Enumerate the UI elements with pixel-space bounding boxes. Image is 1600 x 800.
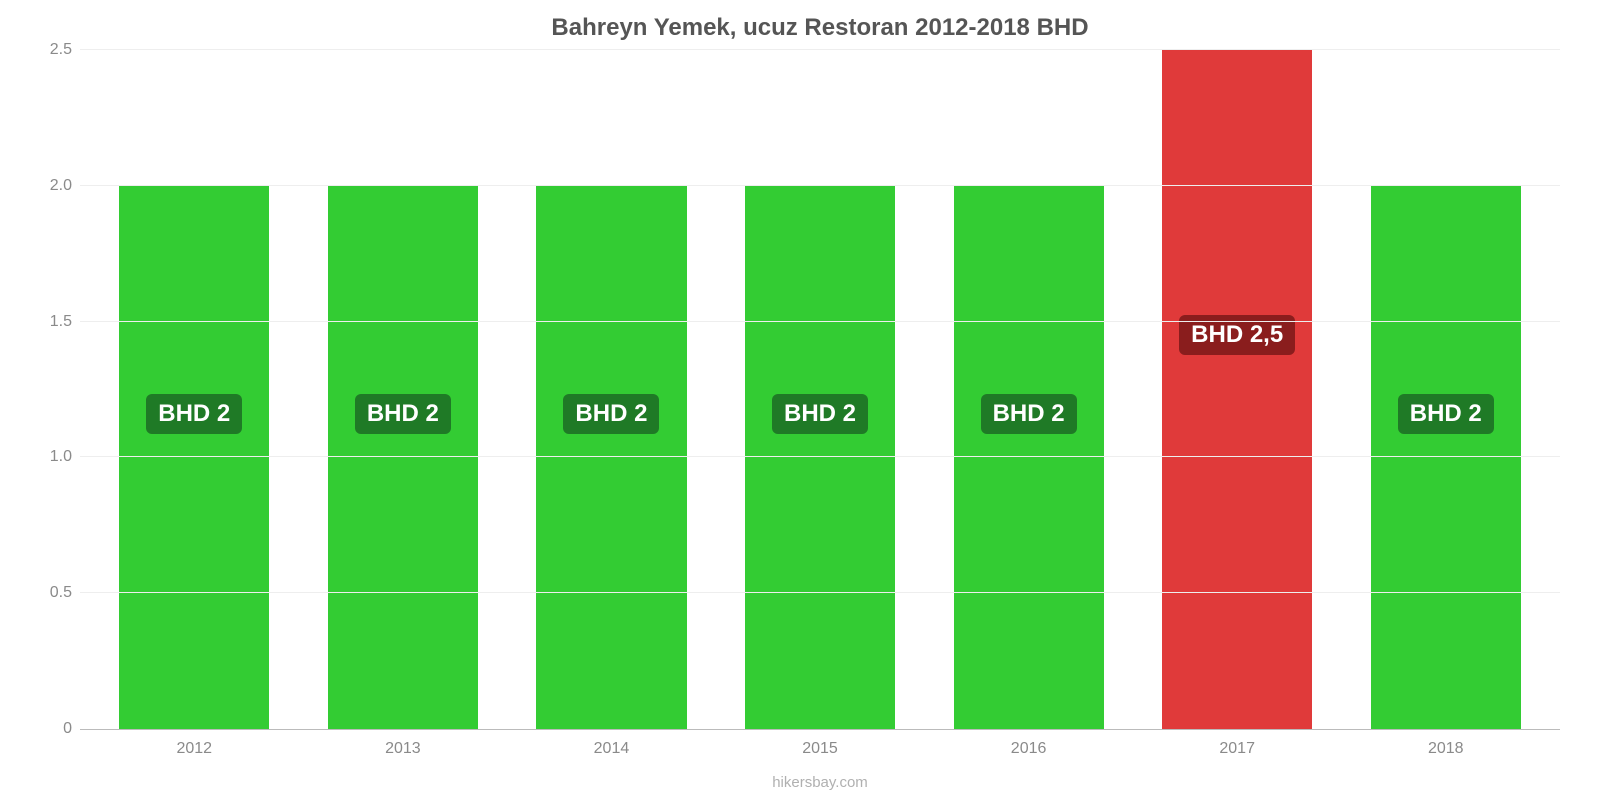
x-axis: 2012201320142015201620172018 [80, 730, 1560, 758]
y-tick-label: 1.0 [50, 448, 72, 466]
plot-area: BHD 2BHD 2BHD 2BHD 2BHD 2BHD 2,5BHD 2 00… [80, 50, 1560, 730]
bars-group: BHD 2 BHD 2 BHD 2 BHD 2 BHD 2 BHD 2,5 BHD 2 [80, 50, 1560, 729]
bar-value-label: BHD 2 [1398, 394, 1494, 434]
grid-line [80, 185, 1560, 186]
bar-value-label: BHD 2 [355, 394, 451, 434]
bar: BHD 2 [1371, 186, 1521, 729]
x-tick-label: 2016 [924, 740, 1133, 758]
bar-slot: BHD 2 [299, 50, 508, 729]
x-tick-label: 2012 [90, 740, 299, 758]
bar-slot: BHD 2 [1341, 50, 1550, 729]
x-tick-label: 2018 [1341, 740, 1550, 758]
chart-title: Bahreyn Yemek, ucuz Restoran 2012-2018 B… [80, 10, 1560, 50]
bar: BHD 2 [954, 186, 1104, 729]
grid-line [80, 592, 1560, 593]
bar-slot: BHD 2,5 [1133, 50, 1342, 729]
bar: BHD 2 [536, 186, 686, 729]
bar-value-label: BHD 2 [146, 394, 242, 434]
bar-slot: BHD 2 [507, 50, 716, 729]
grid-line [80, 321, 1560, 322]
y-tick-label: 2.5 [50, 41, 72, 59]
y-tick-label: 1.5 [50, 313, 72, 331]
y-tick-label: 0 [63, 720, 72, 738]
bar-slot: BHD 2 [90, 50, 299, 729]
bar: BHD 2 [328, 186, 478, 729]
bar-value-label: BHD 2 [772, 394, 868, 434]
bar-value-label: BHD 2 [981, 394, 1077, 434]
attribution: hikersbay.com [80, 774, 1560, 791]
bar: BHD 2,5 [1162, 50, 1312, 729]
x-tick-label: 2015 [716, 740, 925, 758]
bar: BHD 2 [119, 186, 269, 729]
grid-line [80, 456, 1560, 457]
bar-slot: BHD 2 [716, 50, 925, 729]
y-tick-label: 0.5 [50, 584, 72, 602]
x-tick-label: 2014 [507, 740, 716, 758]
chart-container: Bahreyn Yemek, ucuz Restoran 2012-2018 B… [0, 0, 1600, 800]
x-tick-label: 2017 [1133, 740, 1342, 758]
grid-line [80, 49, 1560, 50]
y-tick-label: 2.0 [50, 177, 72, 195]
bar: BHD 2 [745, 186, 895, 729]
bar-value-label: BHD 2 [563, 394, 659, 434]
x-tick-label: 2013 [299, 740, 508, 758]
bar-slot: BHD 2 [924, 50, 1133, 729]
